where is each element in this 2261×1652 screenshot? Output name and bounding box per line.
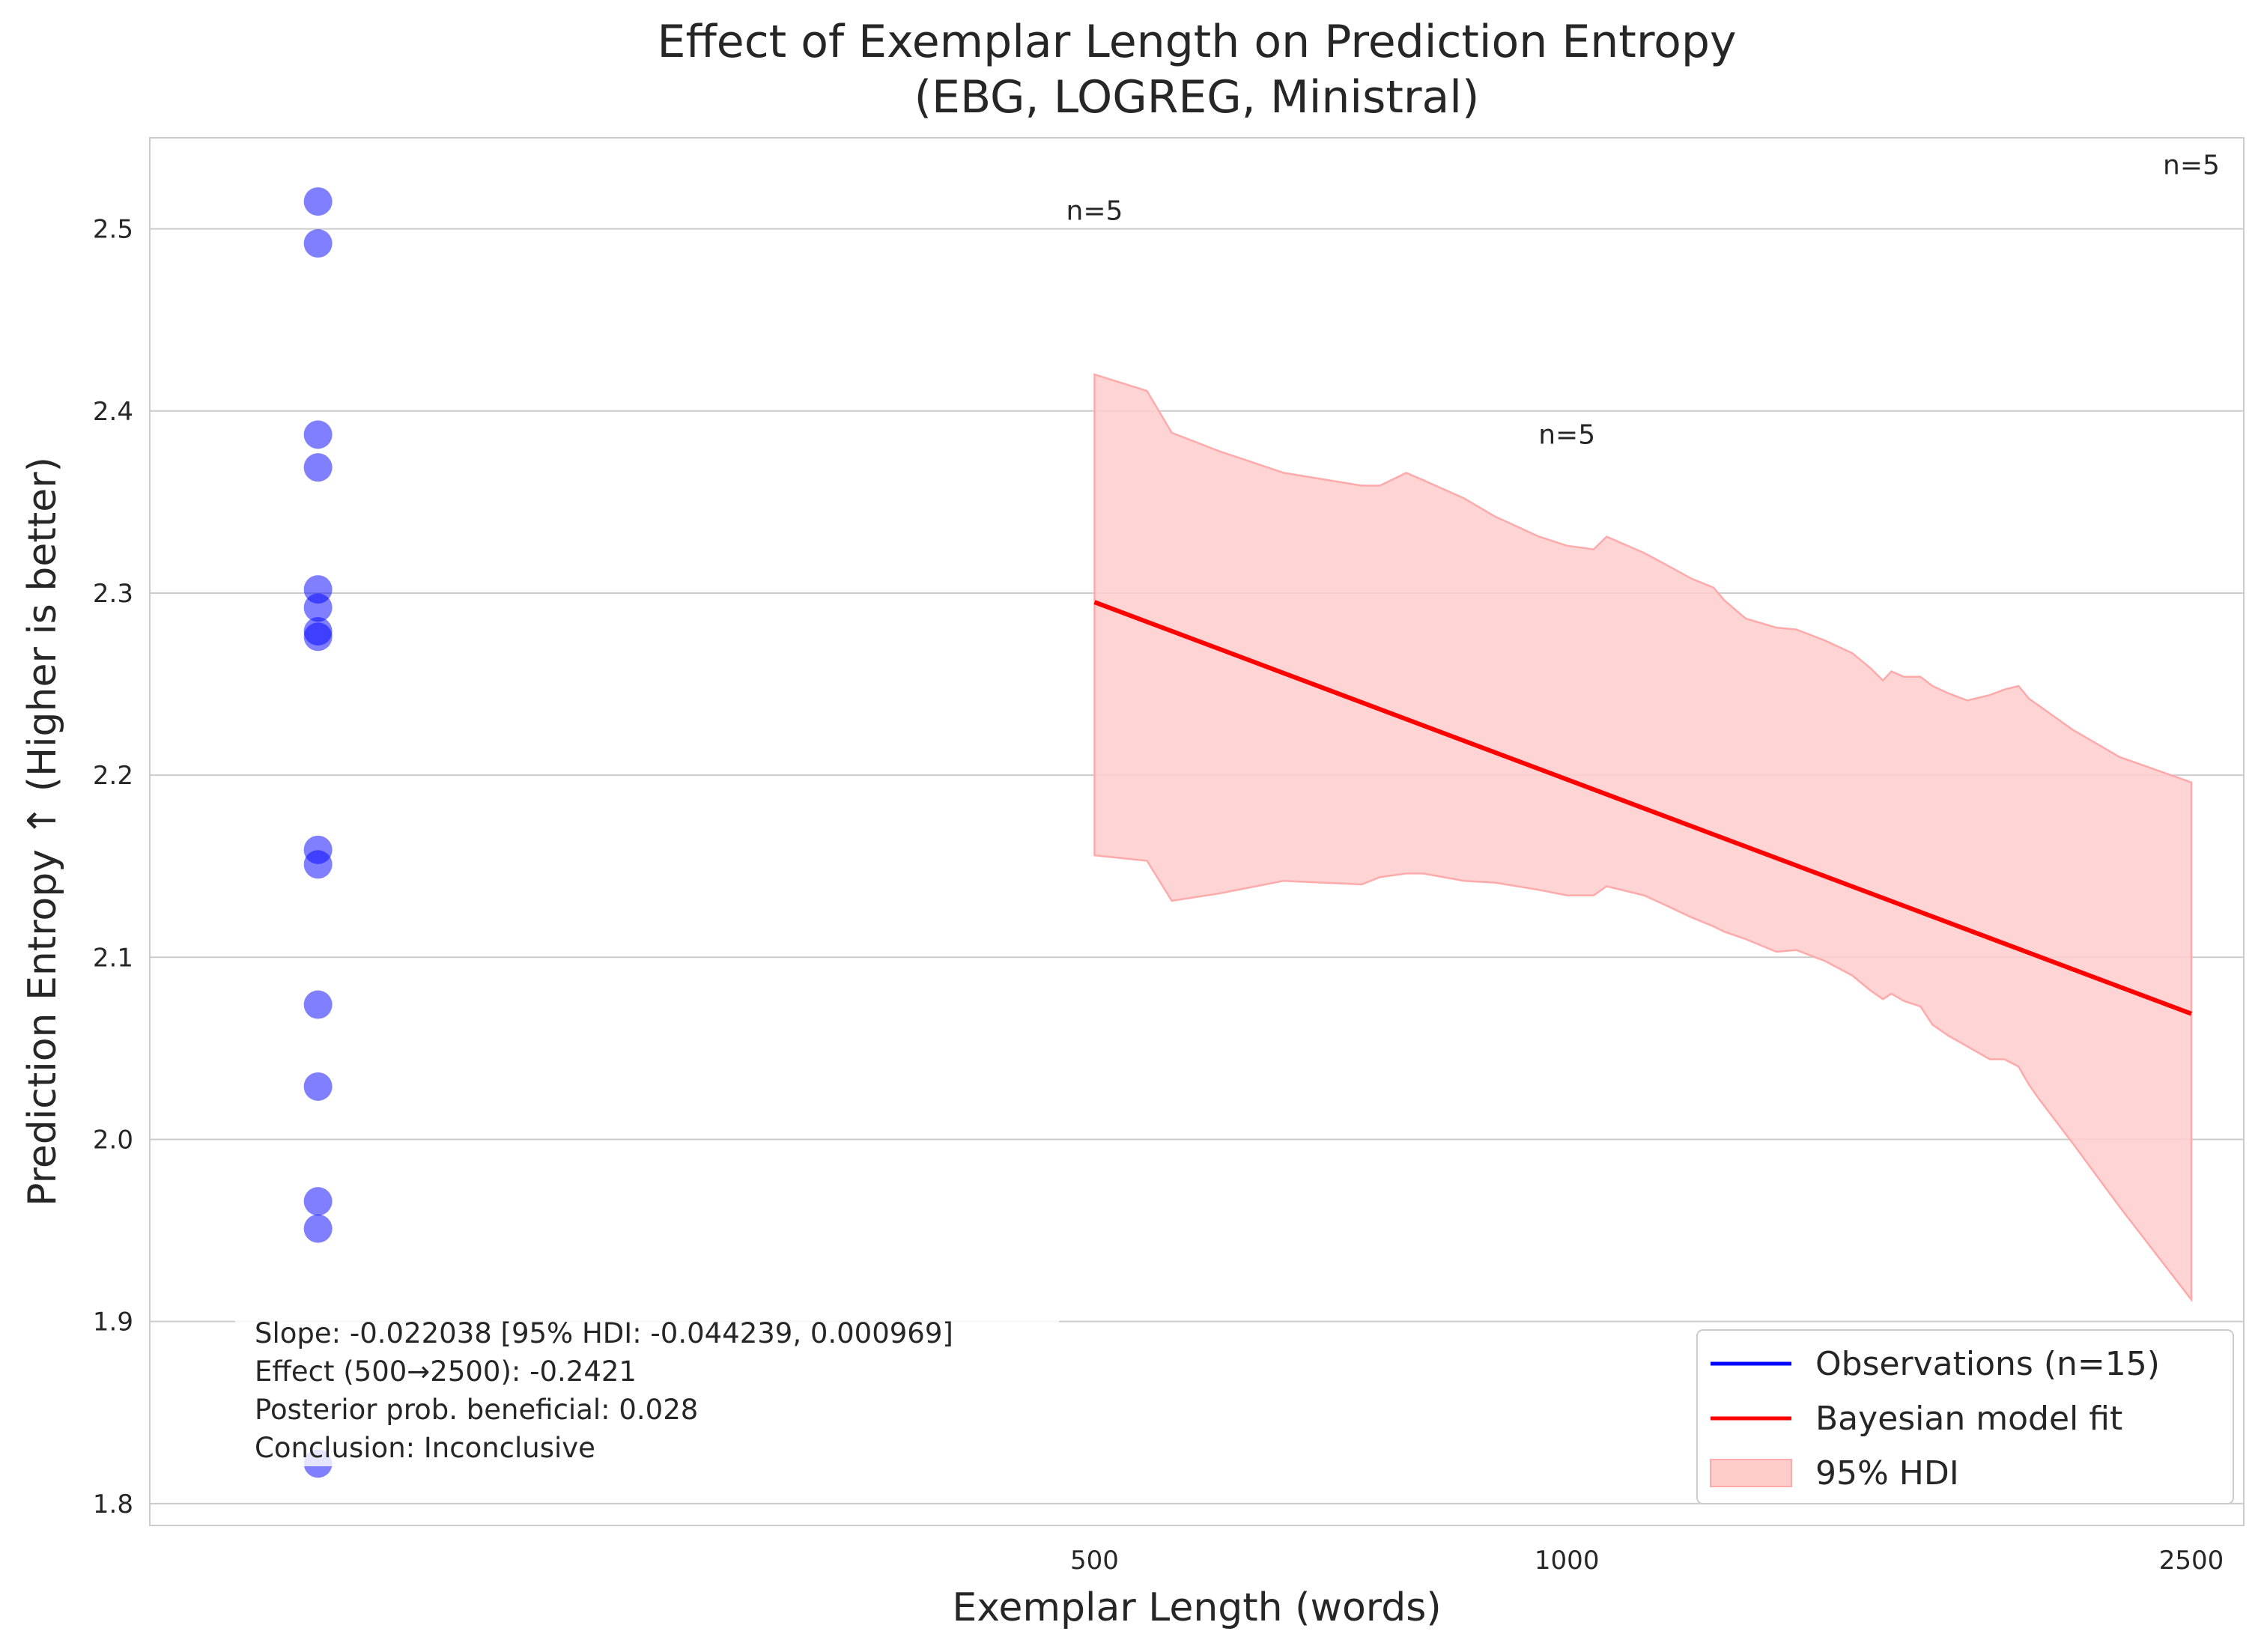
y-tick-label: 1.9 [93, 1308, 133, 1337]
n-annotation: n=5 [1066, 195, 1123, 226]
observation-point [303, 593, 333, 622]
legend-label: Bayesian model fit [1815, 1400, 2122, 1438]
y-tick-label: 2.4 [93, 397, 133, 427]
y-tick-label: 2.2 [93, 761, 133, 791]
y-tick-labels: 1.8 1.9 2.0 2.1 2.2 2.3 2.4 2.5 [93, 215, 133, 1519]
chart-title-line: Effect of Exemplar Length on Prediction … [658, 16, 1737, 68]
fit-line-layer [1093, 600, 2193, 1016]
y-tick-label: 2.5 [93, 215, 133, 245]
observation-point [303, 453, 333, 482]
fit-line [1093, 600, 2193, 1016]
legend: Observations (n=15) Bayesian model fit 95%… [1696, 1329, 2234, 1504]
x-axis-label: Exemplar Length (words) [952, 1585, 1441, 1630]
x-tick-label: 500 [1070, 1546, 1119, 1576]
y-tick-label: 2.1 [93, 943, 133, 973]
observation-point [303, 622, 333, 652]
observation-point [303, 229, 333, 258]
stats-box: Slope: -0.022038 [95% HDI: -0.044239, 0.… [235, 1312, 1059, 1466]
axes-frame [149, 137, 2245, 1526]
observation-point [303, 187, 333, 216]
legend-label: 95% HDI [1815, 1454, 1959, 1492]
n-annotation: n=5 [2163, 151, 2220, 181]
observation-points [303, 187, 333, 1478]
chart-title: Effect of Exemplar Length on Prediction … [658, 16, 1737, 124]
stats-line: Conclusion: Inconclusive [255, 1432, 595, 1464]
observation-point [303, 1214, 333, 1243]
observation-point [303, 420, 333, 449]
stats-box-background [235, 1312, 1059, 1466]
n-annotations: n=5 n=5 n=5 [1066, 151, 2220, 451]
y-axis-label: Prediction Entropy ↑ (Higher is better) [20, 457, 65, 1206]
stats-line: Effect (500→2500): -0.2421 [255, 1355, 637, 1388]
y-tick-label: 1.8 [93, 1489, 133, 1519]
x-tick-labels: 500 1000 2500 [1070, 1546, 2224, 1576]
stats-line: Slope: -0.022038 [95% HDI: -0.044239, 0.… [255, 1317, 953, 1349]
observation-point [303, 990, 333, 1019]
observation-point [303, 850, 333, 879]
observation-point [303, 1187, 333, 1216]
legend-label: Observations (n=15) [1815, 1345, 2160, 1383]
legend-frame [1696, 1329, 2234, 1504]
hdi-band [1093, 373, 2193, 1303]
y-tick-label: 2.0 [93, 1125, 133, 1155]
x-tick-label: 1000 [1535, 1546, 1600, 1576]
n-annotation: n=5 [1538, 420, 1595, 451]
x-tick-label: 2500 [2159, 1546, 2224, 1576]
observation-point [303, 1072, 333, 1101]
stats-line: Posterior prob. beneficial: 0.028 [255, 1394, 698, 1426]
y-tick-label: 2.3 [93, 579, 133, 609]
chart-title-line: (EBG, LOGREG, Ministral) [914, 71, 1480, 124]
hdi-band-layer [1093, 373, 2193, 1303]
legend-swatch [1710, 1459, 1792, 1487]
